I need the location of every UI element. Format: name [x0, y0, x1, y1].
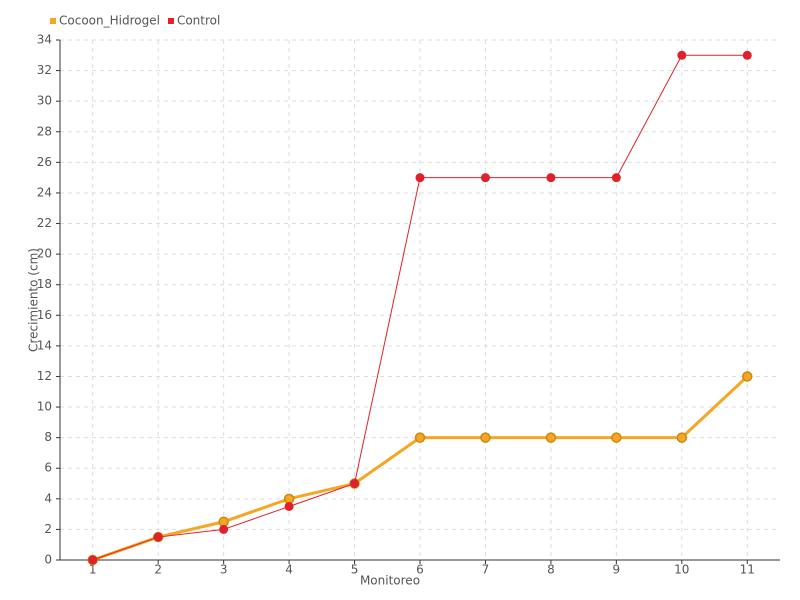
y-tick-label: 4	[44, 491, 52, 505]
x-tick-label: 1	[89, 563, 97, 577]
y-axis-label: Crecimiento (cm)	[27, 248, 41, 352]
legend-swatch	[50, 18, 56, 24]
y-tick-label: 24	[37, 185, 52, 199]
x-axis-label: Monitoreo	[360, 574, 420, 588]
data-point	[219, 524, 229, 534]
legend-label: Cocoon_Hidrogel	[59, 14, 160, 28]
data-point	[676, 432, 688, 443]
x-tick-label: 3	[220, 563, 228, 577]
y-tick-label: 12	[37, 369, 52, 383]
y-tick-label: 16	[37, 308, 52, 322]
y-tick-label: 34	[37, 33, 52, 47]
legend-label: Control	[177, 14, 220, 28]
data-point	[350, 479, 360, 489]
data-point	[480, 173, 490, 183]
legend-swatch	[167, 18, 174, 24]
data-point	[545, 432, 557, 443]
y-tick-label: 14	[37, 338, 52, 352]
y-tick-label: 26	[37, 155, 52, 169]
y-tick-label: 2	[44, 522, 52, 536]
data-point	[153, 532, 163, 542]
x-tick-label: 2	[154, 563, 162, 577]
data-point	[546, 173, 556, 183]
y-tick-label: 30	[37, 94, 52, 108]
x-tick-label: 5	[351, 563, 359, 577]
x-tick-label: 6	[416, 563, 424, 577]
data-point	[414, 432, 426, 443]
y-tick-label: 28	[37, 124, 52, 138]
data-point	[677, 50, 687, 60]
data-point	[415, 173, 425, 183]
y-tick-label: 18	[37, 277, 52, 291]
y-tick-label: 20	[37, 247, 52, 261]
x-tick-label: 10	[674, 563, 689, 577]
y-tick-label: 0	[44, 553, 52, 567]
data-point	[480, 432, 491, 443]
x-tick-label: 11	[740, 563, 755, 577]
x-tick-label: 9	[613, 563, 621, 577]
x-tick-label: 4	[285, 563, 293, 577]
legend-item: Cocoon_Hidrogel	[50, 14, 160, 28]
data-point	[611, 173, 621, 183]
data-point	[742, 371, 753, 382]
y-tick-label: 8	[44, 430, 52, 444]
x-tick-label: 8	[547, 563, 555, 577]
data-point	[742, 50, 752, 60]
y-tick-label: 10	[37, 400, 52, 414]
legend-item: Control	[167, 14, 220, 28]
y-tick-label: 6	[44, 461, 52, 475]
data-point	[88, 555, 98, 565]
y-tick-label: 32	[37, 63, 52, 77]
y-tick-label: 22	[37, 216, 52, 230]
x-tick-label: 7	[482, 563, 490, 577]
data-point	[611, 432, 622, 443]
data-point	[284, 501, 294, 511]
